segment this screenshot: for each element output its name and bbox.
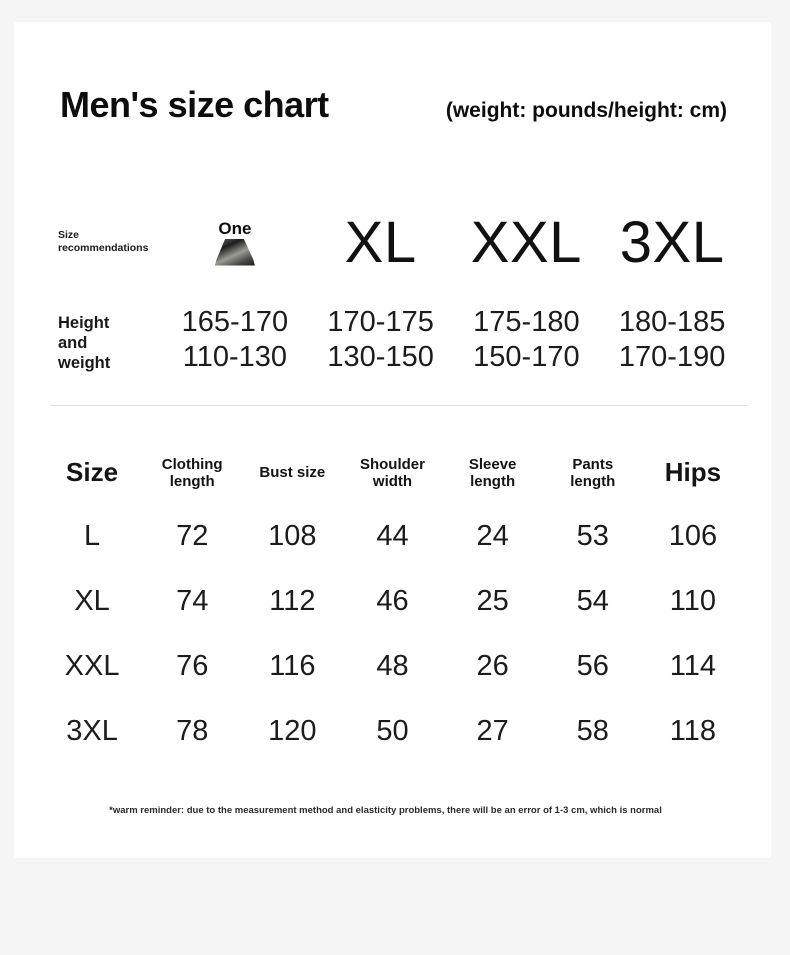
weight-value: 150-170 bbox=[473, 341, 580, 373]
garment-thumbnail-image bbox=[214, 238, 255, 266]
cell-bust-size: 120 bbox=[268, 715, 317, 747]
weight-value: 130-150 bbox=[327, 341, 434, 373]
header-bust-size: Bust size bbox=[242, 464, 342, 481]
size-col-one-label: One bbox=[218, 218, 252, 238]
cell-clothing-length: 76 bbox=[176, 650, 209, 682]
table-row: L 72 108 44 24 53 106 bbox=[42, 504, 743, 569]
cell-shoulder-width: 48 bbox=[376, 650, 409, 682]
table-header-row: Size Clothing length Bust size Shoulder … bbox=[42, 442, 743, 504]
header-bust-size-label: Bust size bbox=[259, 464, 326, 482]
weight-value: 110-130 bbox=[182, 341, 288, 373]
warm-reminder-footnote: *warm reminder: due to the measurement m… bbox=[109, 805, 662, 816]
cell-size: L bbox=[84, 520, 101, 552]
cell-hips: 110 bbox=[669, 585, 717, 617]
header-clothing-length-label: Clothing length bbox=[161, 455, 223, 490]
size-chart-card: Men's size chart (weight: pounds/height:… bbox=[14, 22, 771, 858]
section-divider bbox=[50, 405, 747, 406]
header-size: Size bbox=[42, 457, 142, 488]
table-row: 3XL 78 120 50 27 58 118 bbox=[42, 699, 743, 764]
cell-shoulder-width: 44 bbox=[376, 520, 409, 552]
page-title: Men's size chart bbox=[60, 84, 329, 125]
cell-sleeve-length: 27 bbox=[476, 715, 509, 747]
title-row: Men's size chart (weight: pounds/height:… bbox=[60, 84, 727, 126]
weight-value: 170-190 bbox=[618, 341, 726, 373]
cell-clothing-length: 74 bbox=[176, 585, 209, 617]
cell-sleeve-length: 24 bbox=[476, 520, 509, 552]
cell-pants-length: 56 bbox=[576, 650, 609, 682]
header-size-label: Size bbox=[66, 457, 119, 488]
height-value: 175-180 bbox=[473, 306, 580, 338]
header-shoulder-width-label: Shoulder width bbox=[359, 455, 425, 490]
height-value: 170-175 bbox=[327, 306, 434, 338]
size-col-xl: XL bbox=[344, 209, 417, 275]
cell-clothing-length: 78 bbox=[176, 715, 209, 747]
cell-clothing-length: 72 bbox=[176, 520, 209, 552]
height-weight-col-one: 165-170 110-130 bbox=[162, 305, 308, 375]
size-recommendation-row: Size recommendations One XL XXL 3XL bbox=[58, 190, 745, 294]
height-value: 180-185 bbox=[618, 306, 726, 338]
cell-bust-size: 116 bbox=[269, 650, 316, 682]
cell-sleeve-length: 26 bbox=[476, 650, 509, 682]
header-shoulder-width: Shoulder width bbox=[342, 456, 442, 491]
height-value: 165-170 bbox=[181, 306, 289, 338]
height-weight-col-xxl: 175-180 150-170 bbox=[454, 305, 600, 375]
cell-shoulder-width: 50 bbox=[376, 715, 409, 747]
cell-bust-size: 108 bbox=[268, 520, 317, 552]
cell-size: XXL bbox=[64, 650, 120, 682]
height-weight-label: Height and weight bbox=[58, 314, 111, 372]
header-sleeve-length: Sleeve length bbox=[443, 456, 543, 491]
header-pants-length-label: Pants length bbox=[570, 455, 616, 490]
header-clothing-length: Clothing length bbox=[142, 456, 242, 491]
size-col-xxl: XXL bbox=[470, 209, 582, 275]
size-col-3xl: 3XL bbox=[619, 209, 725, 275]
header-pants-length: Pants length bbox=[543, 456, 643, 491]
cell-sleeve-length: 25 bbox=[476, 585, 509, 617]
measurements-table: Size Clothing length Bust size Shoulder … bbox=[42, 442, 743, 764]
height-weight-col-3xl: 180-185 170-190 bbox=[599, 305, 745, 375]
cell-hips: 114 bbox=[669, 650, 717, 682]
cell-shoulder-width: 46 bbox=[376, 585, 409, 617]
cell-pants-length: 54 bbox=[576, 585, 609, 617]
cell-hips: 118 bbox=[669, 715, 717, 747]
cell-hips: 106 bbox=[668, 520, 718, 552]
header-sleeve-length-label: Sleeve length bbox=[468, 455, 517, 490]
cell-bust-size: 112 bbox=[269, 585, 316, 617]
size-col-one: One bbox=[162, 219, 308, 266]
header-hips-label: Hips bbox=[664, 457, 722, 488]
height-weight-col-xl: 170-175 130-150 bbox=[308, 305, 454, 375]
header-hips: Hips bbox=[643, 457, 743, 488]
table-row: XXL 76 116 48 26 56 114 bbox=[42, 634, 743, 699]
cell-pants-length: 53 bbox=[576, 520, 609, 552]
page-subtitle: (weight: pounds/height: cm) bbox=[445, 99, 727, 122]
height-weight-row: Height and weight 165-170 110-130 170-17… bbox=[58, 305, 745, 375]
cell-pants-length: 58 bbox=[576, 715, 609, 747]
cell-size: XL bbox=[74, 585, 110, 617]
cell-size: 3XL bbox=[66, 715, 118, 747]
table-row: XL 74 112 46 25 54 110 bbox=[42, 569, 743, 634]
size-recommendations-label: Size recommendations bbox=[58, 228, 149, 254]
